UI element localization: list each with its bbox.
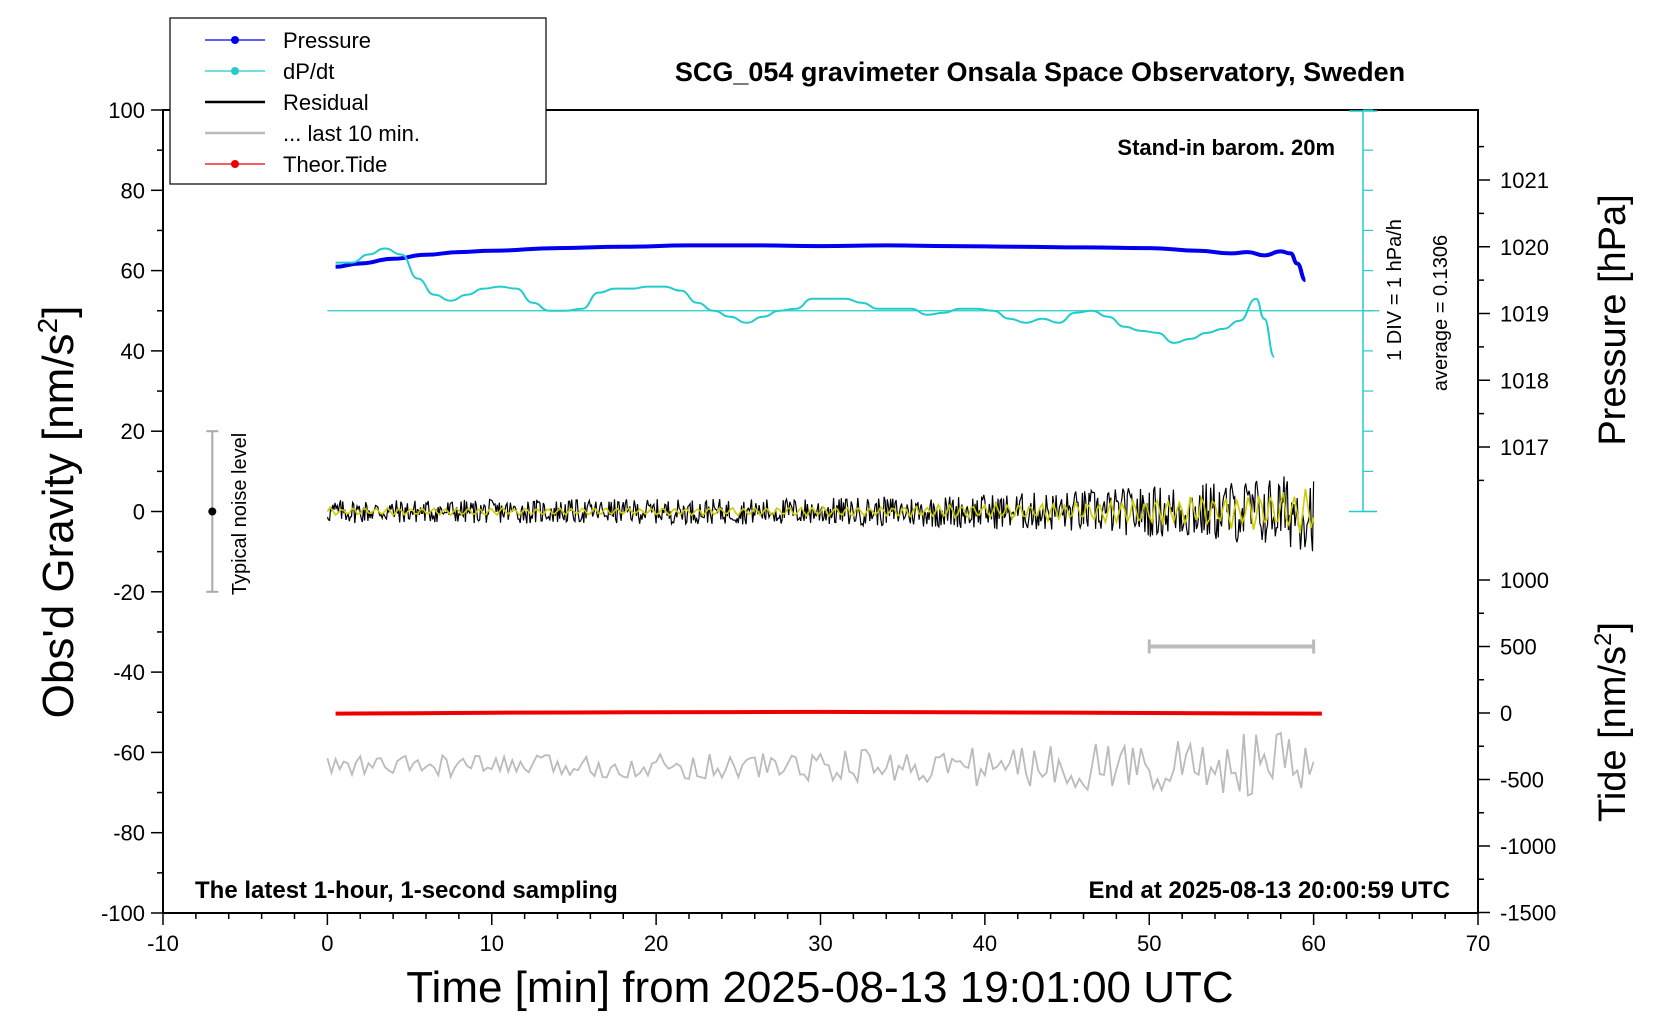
tide-tick-label: -500	[1500, 768, 1544, 793]
y-tick-label: -60	[113, 740, 145, 765]
legend: Pressure dP/dt Residual ... last 10 min. The…	[169, 17, 547, 185]
pressure-tick-label: 1018	[1500, 368, 1549, 393]
average-annotation: average = 0.1306	[1430, 235, 1452, 391]
series-pressure	[335, 243, 1307, 283]
legend-label: Residual	[283, 90, 369, 115]
y-tick-label: 0	[133, 500, 145, 525]
legend-label: Theor.Tide	[283, 152, 387, 177]
series-dpdt	[335, 247, 1276, 358]
tide-tick-label: -1000	[1500, 834, 1556, 859]
legend-marker	[231, 36, 239, 44]
x-tick-label: -10	[147, 931, 179, 956]
legend-label: dP/dt	[283, 59, 334, 84]
y-axis-title-right-tide-close: ]	[1592, 622, 1634, 633]
legend-entries: Pressure dP/dt Residual ... last 10 min. The…	[205, 28, 420, 177]
x-tick-label: 0	[321, 931, 333, 956]
pressure-tick-label: 1017	[1500, 435, 1549, 460]
legend-marker	[231, 67, 239, 75]
tide-tick-label: -1500	[1500, 901, 1556, 926]
pressure-tick-label: 1021	[1500, 168, 1549, 193]
y-axis-title-left: Obs'd Gravity [nm/s2]	[32, 306, 83, 719]
x-tick-label: 20	[644, 931, 668, 956]
pressure-tick-label: 1020	[1500, 235, 1549, 260]
series-last-10-min	[326, 731, 1315, 797]
div-annotation: 1 DIV = 1 hPa/h	[1384, 219, 1406, 361]
y-tick-label: 80	[121, 178, 145, 203]
legend-label: ... last 10 min.	[283, 121, 420, 146]
y-tick-label: -20	[113, 580, 145, 605]
y-tick-label: 60	[121, 259, 145, 284]
tide-tick-label: 0	[1500, 701, 1512, 726]
end-at-annotation: End at 2025-08-13 20:00:59 UTC	[1089, 877, 1451, 904]
y-axis-title-left-close: ]	[34, 306, 83, 318]
x-tick-label: 10	[480, 931, 504, 956]
stand-in-annotation: Stand-in barom. 20m	[1117, 135, 1335, 160]
latest-annotation: The latest 1-hour, 1-second sampling	[195, 877, 618, 904]
y-tick-label: -80	[113, 821, 145, 846]
legend-label: Pressure	[283, 28, 371, 53]
dpdt-scale-bar	[206, 109, 1380, 654]
x-axis-title: Time [min] from 2025-08-13 19:01:00 UTC	[406, 963, 1233, 1012]
tide-tick-labels: 1000 500 0 -500 -1000 -1500	[1500, 568, 1556, 926]
x-tick-label: 30	[808, 931, 832, 956]
y-axis-title-right-pressure: Pressure [hPa]	[1592, 194, 1634, 445]
y-axis-title-right-tide: Tide [nm/s2]	[1590, 622, 1634, 822]
tide-tick-label: 1000	[1500, 568, 1549, 593]
legend-marker	[231, 160, 239, 168]
tide-tick-label: 500	[1500, 635, 1537, 660]
y-tick-label: -100	[101, 901, 145, 926]
x-tick-label: 40	[973, 931, 997, 956]
noise-bar-center	[208, 507, 217, 516]
chart-title: SCG_054 gravimeter Onsala Space Observat…	[675, 57, 1405, 87]
series-residual-filtered	[326, 488, 1315, 534]
pressure-tick-label: 1019	[1500, 302, 1549, 327]
x-tick-label: 50	[1137, 931, 1161, 956]
x-tick-label: 70	[1466, 931, 1490, 956]
series-lines	[326, 243, 1322, 797]
noise-annotation: Typical noise level	[229, 433, 251, 595]
y-tick-label: -40	[113, 660, 145, 685]
y-axis-title-right-tide-sup: 2	[1590, 633, 1617, 646]
y-axis-title-right-tide-main: Tide [nm/s	[1592, 646, 1634, 822]
series-theor-tide	[335, 709, 1322, 716]
y-axis-title-left-main: Obs'd Gravity [nm/s	[34, 333, 83, 718]
axis-ticks	[151, 109, 1490, 925]
y-tick-label: 40	[121, 339, 145, 364]
y-tick-label: 20	[121, 419, 145, 444]
x-tick-labels: -10 0 10 20 30 40 50 60 70	[147, 931, 1490, 956]
y-axis-title-left-sup: 2	[32, 318, 63, 334]
pressure-tick-labels: 1021 1020 1019 1018 1017	[1500, 168, 1549, 460]
y-tick-label: 100	[108, 98, 145, 123]
x-tick-label: 60	[1301, 931, 1325, 956]
y-tick-labels: 100 80 60 40 20 0 -20 -40 -60 -80 -100	[101, 98, 145, 926]
